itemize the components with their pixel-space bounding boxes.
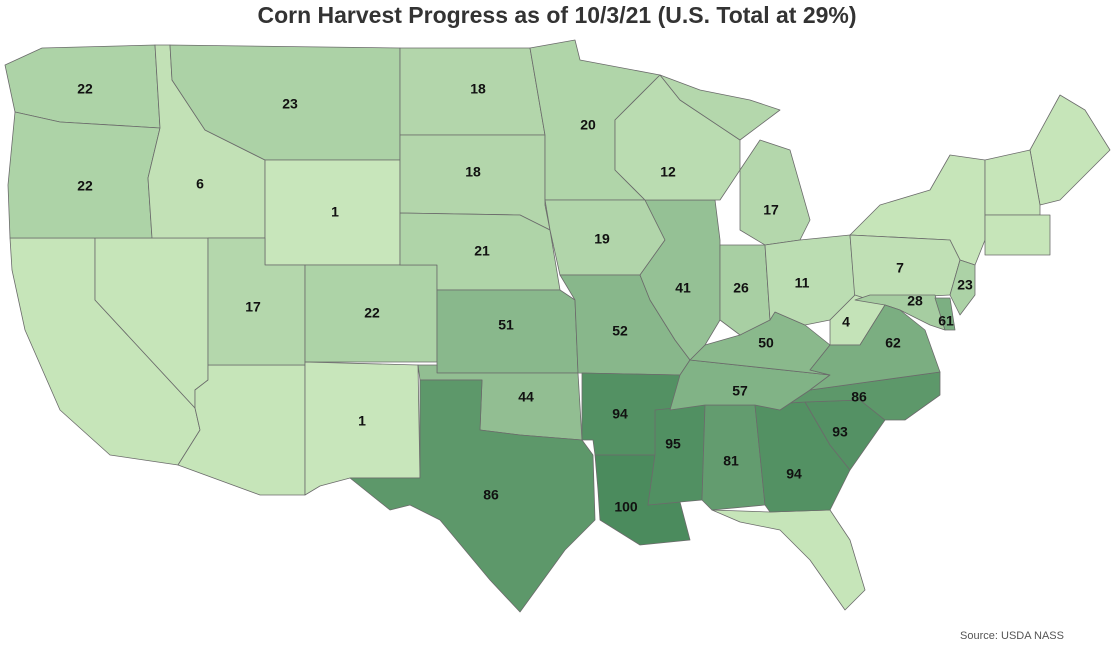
- state-value-label: 21: [474, 243, 490, 259]
- state: [984, 149, 1041, 216]
- state-value-label: 81: [723, 453, 739, 469]
- state: [719, 244, 771, 336]
- state-value-label: 1: [331, 204, 339, 220]
- state: [1029, 94, 1111, 206]
- state: [934, 297, 956, 331]
- state-value-label: 26: [733, 280, 749, 296]
- state-value-label: 7: [896, 260, 904, 276]
- state-value-label: 41: [675, 280, 691, 296]
- state-value-label: 23: [957, 277, 973, 293]
- state: [349, 379, 596, 613]
- state-value-label: 44: [518, 389, 534, 405]
- state-value-label: 51: [498, 317, 514, 333]
- state-value-label: 100: [614, 499, 638, 515]
- state-value-label: 94: [786, 466, 802, 482]
- state-value-label: 93: [832, 424, 848, 440]
- states: [4, 39, 976, 613]
- state-value-label: 20: [580, 117, 596, 133]
- map-title: Corn Harvest Progress as of 10/3/21 (U.S…: [257, 2, 856, 28]
- state-value-label: 4: [842, 314, 850, 330]
- states-no-data: [9, 94, 1111, 611]
- state-value-label: 17: [763, 202, 779, 218]
- state-value-label: 17: [245, 299, 261, 315]
- state-value-label: 18: [470, 81, 486, 97]
- state: [809, 304, 941, 391]
- state: [984, 214, 1051, 256]
- state: [849, 234, 961, 301]
- state-value-label: 23: [282, 96, 298, 112]
- state-value-label: 50: [758, 335, 774, 351]
- state-value-label: 57: [732, 383, 748, 399]
- state-value-label: 11: [795, 275, 810, 291]
- state: [711, 509, 866, 611]
- state: [647, 404, 706, 506]
- state-value-label: 22: [364, 305, 380, 321]
- state-value-label: 1: [358, 413, 366, 429]
- state: [659, 74, 781, 141]
- state-value-label: 52: [612, 323, 628, 339]
- state-value-label: 62: [885, 335, 901, 351]
- state-value-label: 6: [196, 176, 204, 192]
- state-value-label: 95: [665, 436, 681, 452]
- state-value-label: 18: [465, 164, 481, 180]
- state-value-label: 12: [660, 164, 676, 180]
- state-value-label: 22: [77, 178, 93, 194]
- state: [739, 139, 811, 246]
- state-value-label: 86: [483, 487, 499, 503]
- state: [949, 259, 976, 316]
- state: [7, 111, 161, 239]
- state-value-label: 61: [938, 313, 954, 329]
- state-value-label: 19: [594, 231, 610, 247]
- state-value-label: 86: [851, 389, 867, 405]
- state: [639, 199, 721, 361]
- state-value-label: 22: [77, 81, 93, 97]
- state-value-label: 28: [907, 293, 923, 309]
- source-note: Source: USDA NASS: [960, 630, 1064, 642]
- state-value-label: 94: [612, 406, 628, 422]
